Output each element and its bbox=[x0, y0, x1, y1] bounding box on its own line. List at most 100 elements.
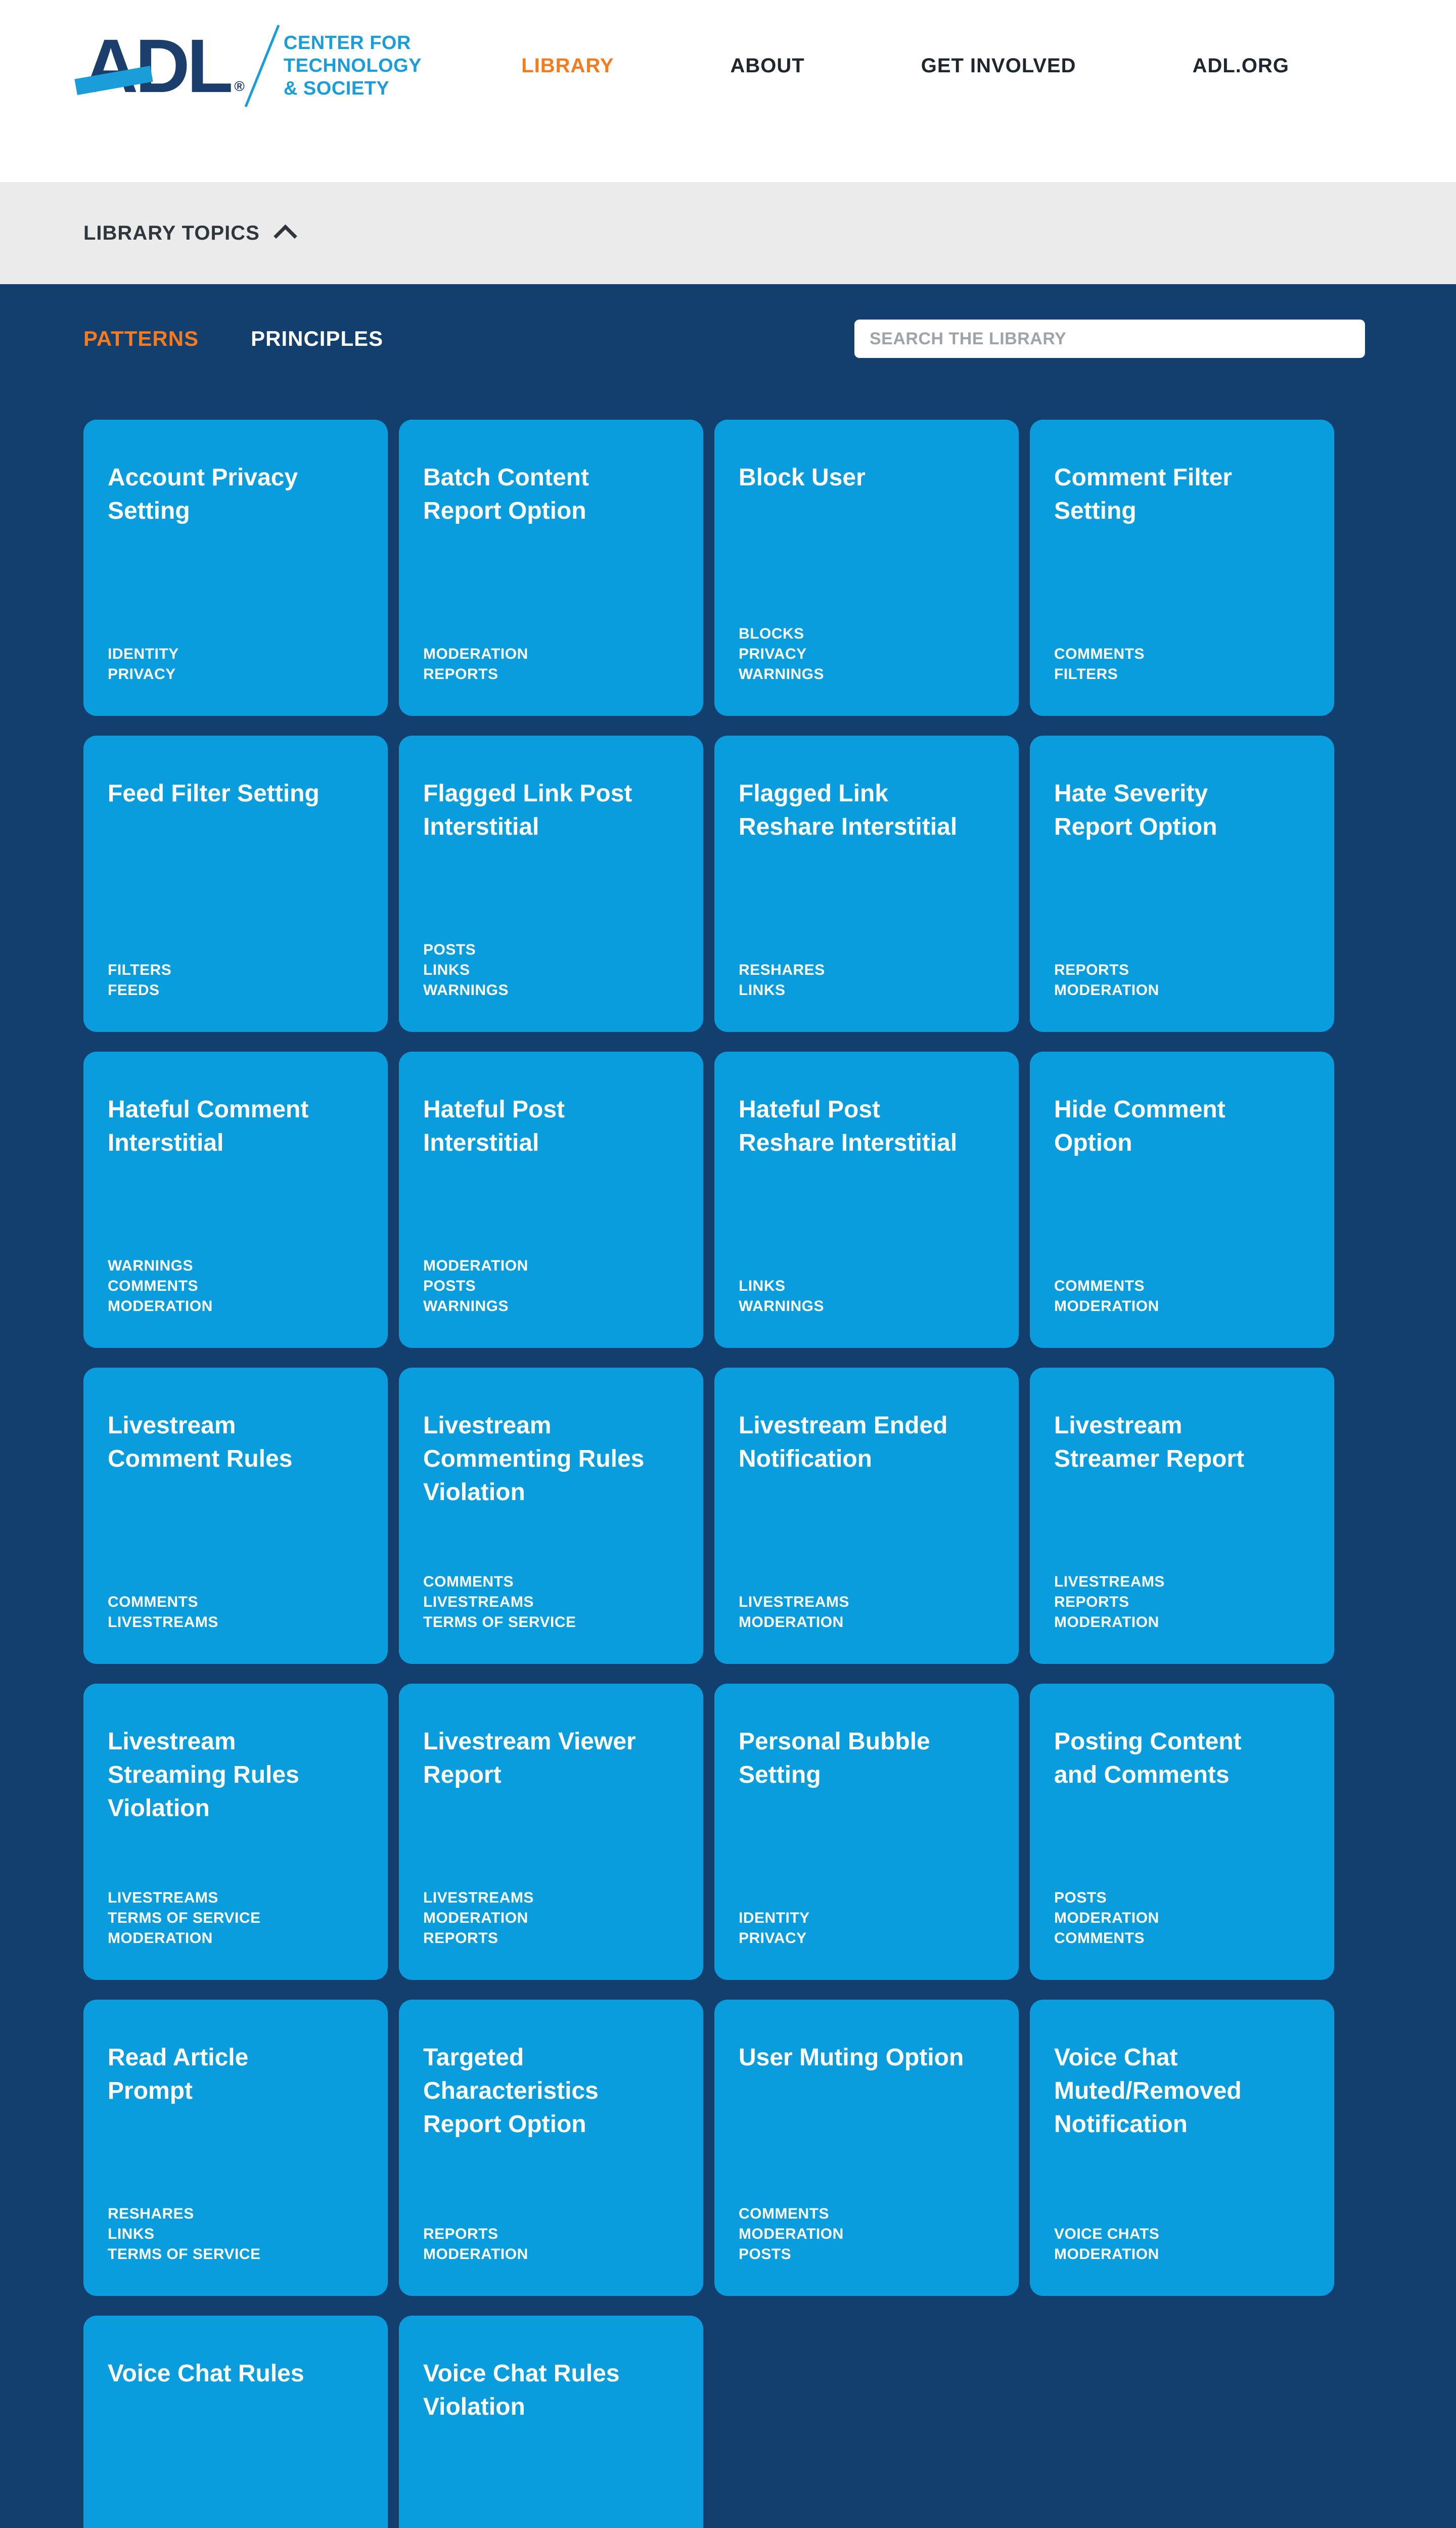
pattern-card[interactable]: Voice Chat Rules VOICE CHATSTERMS OF SER… bbox=[83, 2316, 388, 2528]
card-tag: COMMENTS bbox=[1054, 1930, 1145, 1947]
card-title: Hide Comment Option bbox=[1054, 1096, 1225, 1156]
pattern-card[interactable]: Block User BLOCKS PRIVACY WARNINGS bbox=[714, 420, 1019, 716]
pattern-card[interactable]: Voice Chat Rules Violation VOICE CHATSTE… bbox=[399, 2316, 703, 2528]
card-tag: LIVESTREAMS bbox=[108, 1889, 218, 1906]
card-tags: RESHARES LINKS bbox=[739, 960, 998, 1001]
card-tag: VOICE CHATS bbox=[1054, 2226, 1160, 2242]
card-tags: MODERATION REPORTS bbox=[423, 644, 683, 685]
nav-item-library[interactable]: LIBRARY bbox=[521, 54, 614, 77]
pattern-card[interactable]: Account Privacy Setting IDENTITY PRIVACY bbox=[83, 420, 388, 716]
card-tag: REPORTS bbox=[1054, 962, 1129, 978]
card-title: Hateful Comment Interstitial bbox=[108, 1096, 309, 1156]
card-tag: LIVESTREAMS bbox=[423, 1594, 534, 1610]
pattern-card[interactable]: Posting Content and Comments POSTS MODERA… bbox=[1030, 1684, 1334, 1980]
pattern-card[interactable]: Hateful Post Interstitial MODERATION POST… bbox=[399, 1052, 703, 1348]
card-tags: COMMENTS LIVESTREAMS TERMS OF SERVICE bbox=[423, 1572, 683, 1633]
card-tag: FILTERS bbox=[108, 962, 172, 978]
pattern-card[interactable]: Feed Filter Setting FILTERS FEEDS bbox=[83, 736, 388, 1032]
card-tag: WARNINGS bbox=[423, 982, 509, 999]
library-controls-row: PATTERNS PRINCIPLES bbox=[83, 320, 1365, 358]
card-tags: COMMENTS LIVESTREAMS bbox=[108, 1592, 368, 1633]
card-title: Hateful Post Interstitial bbox=[423, 1096, 565, 1156]
pattern-card[interactable]: User Muting Option COMMENTS MODERATION POS… bbox=[714, 2000, 1019, 2296]
card-title: Livestream Ended Notification bbox=[739, 1412, 948, 1472]
card-tag: MODERATION bbox=[1054, 1614, 1159, 1631]
card-tags: COMMENTS MODERATION bbox=[1054, 1276, 1314, 1317]
card-tag: COMMENTS bbox=[108, 1594, 198, 1610]
card-tags: FILTERS FEEDS bbox=[108, 960, 368, 1001]
card-tag: RESHARES bbox=[108, 2205, 194, 2222]
card-tag: TERMS OF SERVICE bbox=[108, 1910, 261, 1926]
card-tags: POSTS MODERATION COMMENTS bbox=[1054, 1888, 1314, 1949]
library-main-section: PATTERNS PRINCIPLES Account Privacy Sett… bbox=[0, 284, 1456, 2528]
card-tags: LIVESTREAMS TERMS OF SERVICE MODERATION bbox=[108, 1888, 368, 1949]
card-title: Livestream Comment Rules bbox=[108, 1412, 293, 1472]
card-tag: COMMENTS bbox=[739, 2205, 829, 2222]
card-tag: MODERATION bbox=[108, 1930, 213, 1947]
nav-item-adl-org[interactable]: ADL.ORG bbox=[1192, 54, 1289, 77]
card-tag: MODERATION bbox=[1054, 1910, 1159, 1926]
card-title: Posting Content and Comments bbox=[1054, 1728, 1242, 1788]
pattern-card[interactable]: Hide Comment Option COMMENTS MODERATION bbox=[1030, 1052, 1334, 1348]
card-tags: REPORTS MODERATION bbox=[1054, 960, 1314, 1001]
card-tag: REPORTS bbox=[423, 2226, 498, 2242]
pattern-card[interactable]: Livestream Commenting Rules Violation CO… bbox=[399, 1368, 703, 1664]
search-input[interactable] bbox=[854, 320, 1365, 358]
card-tag: REPORTS bbox=[423, 666, 498, 683]
pattern-card[interactable]: Livestream Ended Notification LIVESTREAM… bbox=[714, 1368, 1019, 1664]
card-tags: IDENTITY PRIVACY bbox=[108, 644, 368, 685]
card-tag: MODERATION bbox=[423, 2246, 528, 2263]
card-tag: LIVESTREAMS bbox=[423, 1889, 534, 1906]
pattern-card[interactable]: Hateful Post Reshare Interstitial LINKS W… bbox=[714, 1052, 1019, 1348]
card-tag: COMMENTS bbox=[423, 1573, 514, 1590]
card-tag: MODERATION bbox=[1054, 1298, 1159, 1315]
adl-logo[interactable]: ADL ® CENTER FOR TECHNOLOGY & SOCIETY bbox=[74, 22, 422, 110]
card-tag: POSTS bbox=[1054, 1889, 1107, 1906]
card-tag: MODERATION bbox=[423, 646, 528, 662]
card-title: Hateful Post Reshare Interstitial bbox=[739, 1096, 958, 1156]
card-tags: REPORTS MODERATION bbox=[423, 2224, 683, 2265]
pattern-card[interactable]: Personal Bubble Setting IDENTITY PRIVACY bbox=[714, 1684, 1019, 1980]
card-tag: MODERATION bbox=[1054, 2246, 1159, 2263]
library-topics-label: LIBRARY TOPICS bbox=[83, 221, 260, 244]
chevron-up-icon bbox=[274, 224, 297, 248]
pattern-card[interactable]: Livestream Streamer Report LIVESTREAMS RE… bbox=[1030, 1368, 1334, 1664]
registered-mark: ® bbox=[234, 78, 245, 94]
pattern-card[interactable]: Voice Chat Muted/Removed Notification VO… bbox=[1030, 2000, 1334, 2296]
pattern-card[interactable]: Comment Filter Setting COMMENTS FILTERS bbox=[1030, 420, 1334, 716]
card-tag: LIVESTREAMS bbox=[108, 1614, 218, 1631]
pattern-card[interactable]: Hate Severity Report Option REPORTS MODER… bbox=[1030, 736, 1334, 1032]
pattern-card[interactable]: Hateful Comment Interstitial WARNINGS COM… bbox=[83, 1052, 388, 1348]
pattern-card[interactable]: Flagged Link Reshare Interstitial RESHAR… bbox=[714, 736, 1019, 1032]
card-tag: MODERATION bbox=[423, 1257, 528, 1274]
card-tags: LINKS WARNINGS bbox=[739, 1276, 998, 1317]
card-tag: POSTS bbox=[739, 2246, 792, 2263]
tab-principles[interactable]: PRINCIPLES bbox=[251, 327, 384, 350]
pattern-card[interactable]: Targeted Characteristics Report Option R… bbox=[399, 2000, 703, 2296]
card-tag: COMMENTS bbox=[1054, 646, 1145, 662]
card-title: Flagged Link Post Interstitial bbox=[423, 780, 632, 840]
card-title: Voice Chat Rules bbox=[108, 2360, 304, 2387]
card-tags: LIVESTREAMS REPORTS MODERATION bbox=[1054, 1572, 1314, 1633]
tab-patterns[interactable]: PATTERNS bbox=[83, 327, 199, 350]
card-tag: MODERATION bbox=[108, 1298, 213, 1315]
card-title: Comment Filter Setting bbox=[1054, 464, 1233, 524]
card-title: Flagged Link Reshare Interstitial bbox=[739, 780, 958, 840]
nav-item-get-involved[interactable]: GET INVOLVED bbox=[921, 54, 1076, 77]
pattern-card[interactable]: Livestream Streaming Rules Violation LIV… bbox=[83, 1684, 388, 1980]
main-nav: LIBRARY ABOUT GET INVOLVED ADL.ORG bbox=[521, 55, 1289, 77]
site-header: ADL ® CENTER FOR TECHNOLOGY & SOCIETY LIB… bbox=[0, 0, 1456, 182]
card-tags: RESHARES LINKS TERMS OF SERVICE bbox=[108, 2204, 368, 2265]
pattern-card[interactable]: Batch Content Report Option MODERATION RE… bbox=[399, 420, 703, 716]
card-title: Voice Chat Muted/Removed Notification bbox=[1054, 2044, 1242, 2138]
pattern-card[interactable]: Livestream Comment Rules COMMENTS LIVESTR… bbox=[83, 1368, 388, 1664]
nav-item-about[interactable]: ABOUT bbox=[730, 54, 805, 77]
library-topics-toggle[interactable]: LIBRARY TOPICS bbox=[83, 221, 297, 248]
pattern-card[interactable]: Livestream Viewer Report LIVESTREAMS MODE… bbox=[399, 1684, 703, 1980]
card-tags: IDENTITY PRIVACY bbox=[739, 1908, 998, 1949]
card-title: Read Article Prompt bbox=[108, 2044, 249, 2104]
card-tag: REPORTS bbox=[423, 1930, 498, 1947]
pattern-card[interactable]: Flagged Link Post Interstitial POSTS LINK… bbox=[399, 736, 703, 1032]
pattern-card[interactable]: Read Article Prompt RESHARES LINKS TERMS O… bbox=[83, 2000, 388, 2296]
card-tag: MODERATION bbox=[423, 1910, 528, 1926]
